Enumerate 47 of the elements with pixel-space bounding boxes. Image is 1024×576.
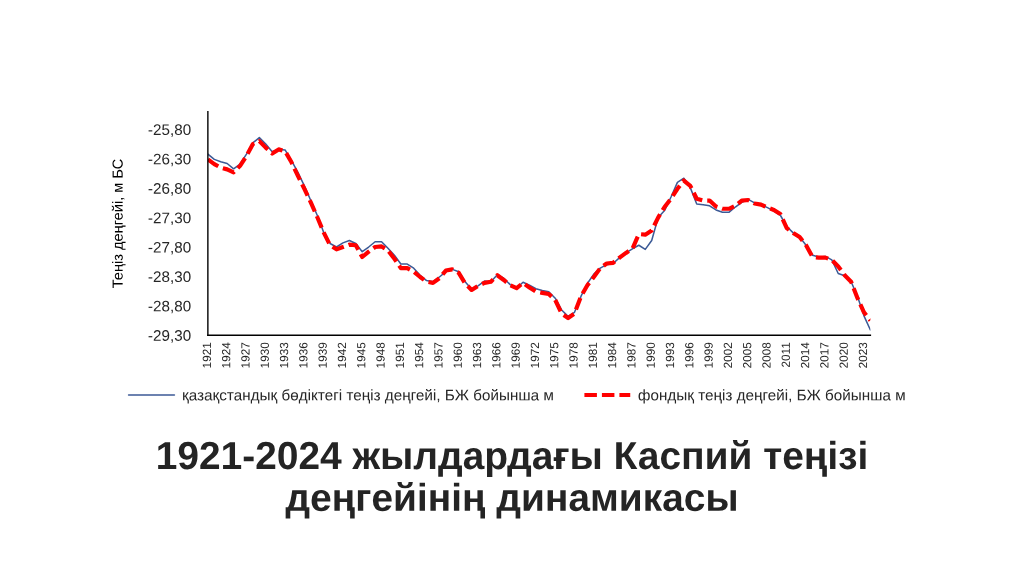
x-tick-label: 1957: [434, 342, 443, 368]
y-tick-label: -29,30: [148, 330, 191, 343]
x-tick-label: 1975: [550, 342, 559, 368]
x-tick-label: 1924: [221, 342, 231, 368]
x-tick-label: 1942: [337, 342, 347, 368]
x-tick-label: 1930: [260, 342, 269, 368]
x-tick-label: 1936: [299, 342, 308, 368]
x-tick-label: 1966: [492, 342, 501, 368]
x-tick-label: 1927: [241, 342, 250, 368]
y-tick-label: -26,30: [148, 153, 191, 167]
y-tick-label: -27,30: [148, 212, 191, 226]
legend-label: қазақстандық бөдіктегі теңіз деңгейі, БЖ бойынша м: [183, 389, 553, 404]
y-tick-label: -26,80: [148, 183, 191, 196]
y-tick-label: -25,80: [148, 124, 191, 137]
x-tick-label: 1984: [607, 342, 617, 368]
x-tick-label: 1954: [414, 342, 424, 368]
x-tick-label: 2008: [762, 342, 771, 368]
text: 1921-2024 жылдардағы Каспий теңізі деңгейінің динамикасы: [158, 440, 866, 519]
y-tick-label: -28,80: [148, 300, 191, 314]
y-tick-label: -28,30: [148, 271, 191, 284]
x-tick-label: 1999: [704, 342, 713, 368]
x-tick-label: 2011: [781, 342, 790, 367]
x-tick-label: 1990: [646, 342, 655, 368]
x-tick-label: 1996: [685, 342, 694, 368]
x-tick-label: 1981: [588, 342, 597, 368]
x-tick-label: 1921: [202, 342, 212, 368]
y-tick-label: -27,80: [148, 241, 191, 255]
x-tick-label: 1939: [318, 342, 327, 368]
x-tick-label: 1972: [530, 342, 540, 368]
x-tick-label: 2020: [839, 342, 848, 368]
legend-label: фондық теңіз деңгейі, БЖ бойынша м: [638, 389, 905, 404]
x-tick-label: 1969: [511, 342, 520, 368]
x-tick-label: 1945: [357, 342, 366, 368]
x-tick-label: 2005: [743, 342, 752, 368]
x-tick-label: 2017: [820, 342, 829, 368]
y-axis-title: Теңіз деңгейі, м БС: [111, 159, 126, 288]
x-tick-label: 2014: [800, 342, 810, 368]
x-tick-label: 1933: [279, 342, 289, 368]
x-tick-label: 1978: [569, 342, 578, 368]
x-tick-label: 1951: [395, 342, 405, 368]
x-tick-label: 1948: [376, 342, 385, 368]
x-tick-label: 1993: [665, 342, 675, 368]
x-tick-label: 1963: [472, 342, 482, 368]
x-tick-label: 2023: [858, 342, 868, 368]
x-tick-label: 1960: [453, 342, 462, 368]
x-tick-label: 1987: [627, 342, 636, 368]
x-tick-label: 2002: [723, 342, 733, 368]
